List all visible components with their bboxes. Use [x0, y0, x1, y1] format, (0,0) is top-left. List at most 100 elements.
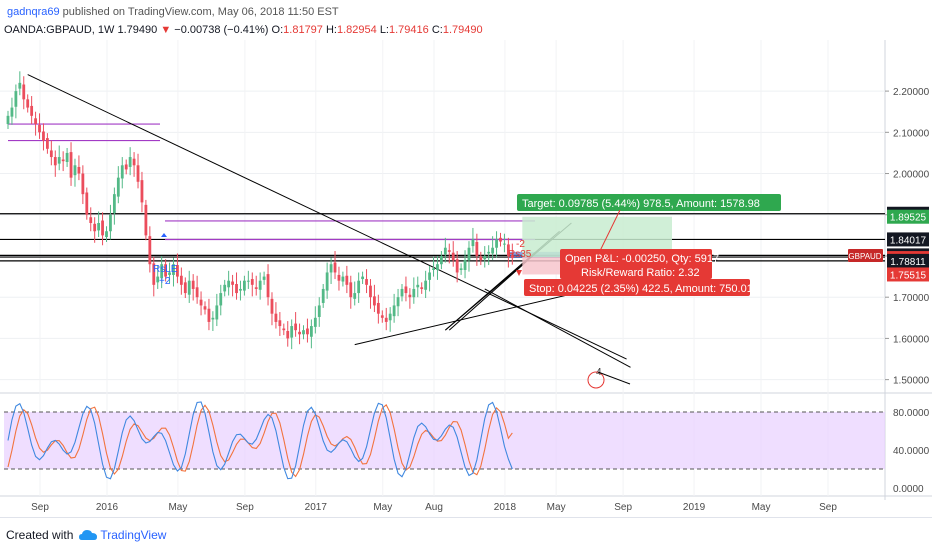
- tradingview-brand[interactable]: TradingView: [100, 528, 167, 542]
- candle-body: [191, 280, 195, 289]
- open-pnl-label: Open P&L: -0.00250, Qty: 5917: [565, 253, 719, 265]
- candle-body: [412, 288, 416, 298]
- time-axis[interactable]: Sep 2016 May Sep 2017 May Aug 2018 May Sep 2019 May…: [31, 502, 837, 513]
- candle-body: [203, 306, 207, 310]
- candle-body: [373, 296, 376, 306]
- time-tick-label: 2017: [305, 502, 328, 513]
- close-value: 1.79490: [442, 24, 483, 36]
- candle-body: [14, 91, 18, 107]
- candle-body: [432, 268, 435, 270]
- candle-body: [69, 152, 73, 178]
- candle-body: [61, 159, 65, 162]
- candle-body: [258, 280, 262, 290]
- candle-body: [112, 194, 116, 214]
- price-change: −0.00738 (−0.41%): [174, 24, 269, 36]
- candle-body: [298, 331, 301, 335]
- candle-body: [510, 255, 514, 259]
- candle-body: [211, 317, 215, 320]
- open-value: 1.81797: [283, 24, 323, 36]
- risk-reward-label: Risk/Reward Ratio: 2.32: [581, 267, 700, 279]
- candle-body: [278, 320, 282, 327]
- trend-line: [484, 288, 631, 368]
- down-arrow-icon: ▼: [160, 24, 172, 36]
- candle-body: [313, 317, 317, 327]
- price-tick-label: 1.60000: [893, 334, 930, 345]
- time-tick-label: Sep: [819, 502, 837, 513]
- stoch-tick-label: 40.0000: [893, 446, 930, 457]
- price-level-box: [887, 253, 929, 268]
- candle-body: [10, 107, 14, 117]
- candle-body: [156, 276, 160, 283]
- candle-body: [317, 305, 321, 317]
- candle-body: [136, 165, 140, 182]
- candle-body: [353, 293, 357, 299]
- stoch-k-line: [7, 401, 513, 480]
- candle-body: [467, 247, 471, 261]
- wave-line: [597, 371, 631, 385]
- time-tick-label: May: [373, 502, 392, 513]
- candle-body: [345, 275, 349, 285]
- price-level-label: 1.84017: [890, 235, 927, 246]
- time-tick-label: Sep: [614, 502, 632, 513]
- candle-body: [451, 252, 455, 261]
- candle-body: [270, 298, 274, 314]
- author-link[interactable]: gadnqra69: [7, 6, 60, 18]
- buy-arrow-icon: [161, 233, 167, 237]
- stochastic: [7, 401, 513, 480]
- candle-body: [53, 157, 57, 166]
- candle-body: [329, 264, 333, 273]
- candle-body: [321, 288, 325, 303]
- annotations: RsLE +2 Rs35 -2 4: [153, 233, 631, 389]
- candle-body: [187, 280, 191, 295]
- alert-circle-icon: [587, 371, 605, 389]
- candle-body: [282, 328, 286, 331]
- candle-body: [140, 180, 144, 203]
- candle-body: [42, 131, 45, 141]
- candle-body: [286, 330, 290, 339]
- candle-body: [219, 293, 223, 306]
- candle-body: [463, 260, 467, 270]
- price-level-label: 1.75515: [890, 270, 927, 281]
- price-tick-label: 2.00000: [893, 170, 930, 181]
- candle-body: [57, 157, 61, 164]
- candle-body: [179, 275, 183, 285]
- candle-body: [101, 220, 104, 236]
- candle-body: [81, 173, 85, 195]
- candle-body: [487, 251, 491, 254]
- price-level-labels: 1.902421.895251.840171.80141GBPAUD1.7974…: [848, 206, 929, 282]
- candle-body: [246, 280, 250, 282]
- candle-body: [357, 280, 361, 294]
- candle-body: [227, 280, 231, 288]
- sell-arrow-icon: [516, 270, 522, 276]
- candle-body: [144, 204, 148, 236]
- candle-body: [34, 118, 37, 125]
- candle-body: [404, 286, 408, 294]
- candle-body: [294, 323, 298, 331]
- candle-body: [124, 164, 128, 170]
- candle-body: [491, 247, 495, 254]
- stoch-tick-label: 0.0000: [893, 484, 924, 495]
- candle-body: [152, 263, 156, 285]
- publish-info: published on TradingView.com, May 06, 20…: [59, 6, 339, 18]
- stop-label: Stop: 0.04225 (2.35%) 422.5, Amount: 750…: [529, 283, 753, 295]
- time-tick-label: 2019: [683, 502, 706, 513]
- candle-body: [30, 105, 34, 116]
- candle-body: [89, 217, 93, 223]
- candle-body: [239, 288, 242, 291]
- price-chart[interactable]: Target: 0.09785 (5.44%) 978.5, Amount: 1…: [0, 40, 932, 517]
- candle-body: [168, 272, 171, 275]
- candle-body: [164, 264, 167, 277]
- candle-body: [26, 99, 30, 108]
- candle-body: [65, 152, 69, 162]
- candle-body: [380, 315, 384, 318]
- candle-body: [105, 231, 108, 238]
- candle-body: [428, 272, 431, 280]
- candle-body: [384, 317, 388, 322]
- candle-body: [254, 287, 258, 289]
- candle-body: [243, 280, 246, 291]
- candle-body: [290, 326, 294, 338]
- price-level-box: [887, 232, 929, 247]
- candle-body: [183, 282, 187, 294]
- position-tool[interactable]: Target: 0.09785 (5.44%) 978.5, Amount: 1…: [517, 194, 781, 296]
- symbol-label[interactable]: OANDA:GBPAUD, 1W: [4, 24, 115, 36]
